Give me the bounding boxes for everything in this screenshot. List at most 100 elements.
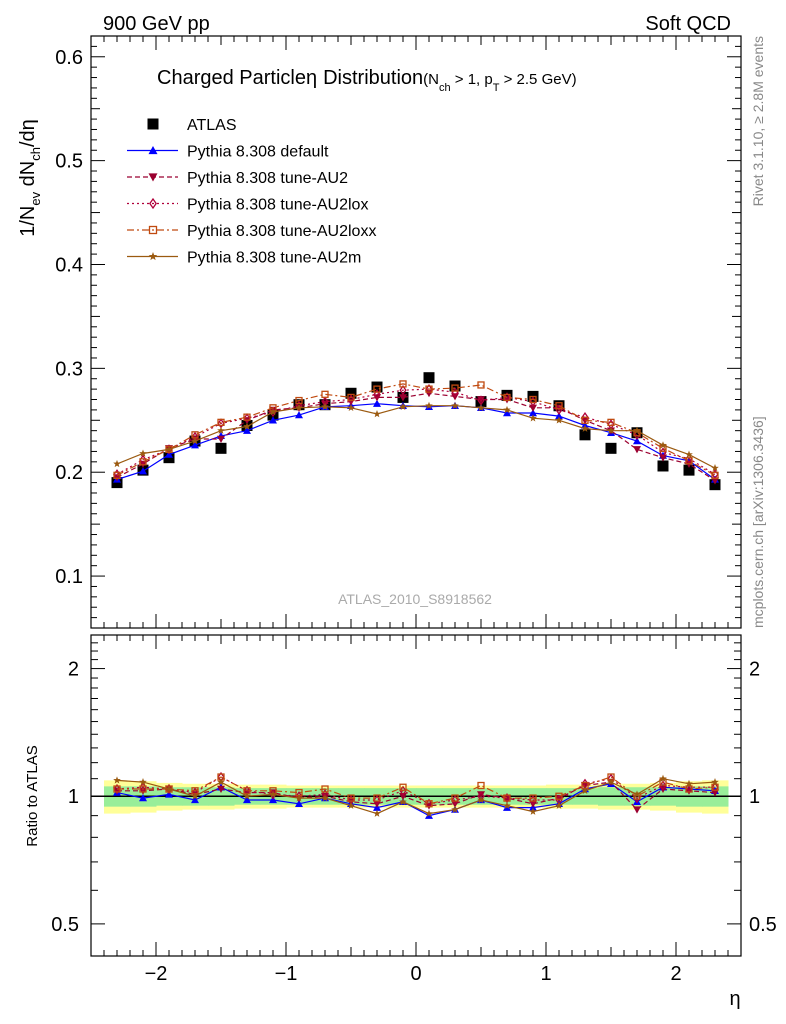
point-au2m bbox=[373, 410, 381, 418]
ratio-point-au2lox bbox=[659, 780, 667, 791]
point-au2m bbox=[139, 449, 147, 457]
point-au2 bbox=[633, 446, 641, 454]
point-au2loxx bbox=[685, 457, 693, 465]
ratio-point-default bbox=[139, 794, 147, 802]
ratio-point-au2m bbox=[399, 797, 407, 806]
point-au2m bbox=[425, 401, 433, 409]
point-au2m bbox=[607, 426, 615, 434]
legend-marker-au2lox bbox=[149, 197, 157, 210]
ratio-point-default bbox=[243, 795, 251, 804]
ratio-point-au2loxx bbox=[321, 785, 329, 793]
header-left: 900 GeV pp bbox=[103, 13, 210, 35]
chart-title: Charged Particleη Distribution(Nch > 1, p… bbox=[157, 67, 577, 94]
point-au2loxx bbox=[399, 380, 407, 388]
ratio-point-au2m bbox=[347, 801, 355, 809]
ratio-y-tick-label-left: 2 bbox=[68, 659, 79, 681]
point-au2m bbox=[347, 403, 355, 412]
legend-marker-au2loxx bbox=[148, 225, 158, 235]
point-au2m bbox=[633, 426, 641, 434]
y-tick-label: 0.6 bbox=[55, 47, 83, 69]
point-au2loxx bbox=[321, 390, 329, 398]
ratio-point-au2m bbox=[217, 778, 225, 786]
ratio-point-au2lox bbox=[711, 782, 719, 793]
point-au2loxx bbox=[425, 385, 433, 393]
point-au2m bbox=[529, 414, 537, 422]
ylabel-a-sub: ev bbox=[28, 191, 43, 205]
ratio-point-au2 bbox=[633, 806, 641, 814]
ratio-point-au2m bbox=[581, 786, 589, 795]
legend-item-au2m: Pythia 8.308 tune-AU2m bbox=[127, 250, 361, 267]
x-tick-label: −2 bbox=[145, 963, 168, 985]
legend-label-atlas: ATLAS bbox=[187, 117, 237, 134]
y-tick-label: 0.4 bbox=[55, 254, 83, 276]
line-au2m bbox=[116, 405, 716, 469]
ratio-point-au2m bbox=[321, 794, 329, 802]
ratio-y-tick-label-right: 0.5 bbox=[749, 914, 777, 936]
point-default bbox=[295, 411, 303, 419]
point-au2lox bbox=[399, 385, 407, 396]
ratio-point-au2m bbox=[113, 776, 121, 784]
ratio-point-au2loxx bbox=[139, 785, 147, 793]
point-default bbox=[139, 467, 147, 475]
point-au2lox bbox=[581, 412, 589, 423]
ratio-point-au2loxx bbox=[399, 783, 407, 791]
point-atlas bbox=[423, 372, 435, 384]
ratio-point-au2lox bbox=[451, 794, 459, 806]
point-default bbox=[529, 409, 537, 417]
point-atlas bbox=[579, 429, 591, 441]
ratio-point-default bbox=[295, 799, 303, 807]
ratio-point-au2 bbox=[555, 794, 563, 803]
point-atlas bbox=[657, 460, 669, 472]
ratio-y-axis-label: Ratio to ATLAS bbox=[24, 745, 41, 846]
header-right: Soft QCD bbox=[645, 13, 731, 35]
ratio-point-au2m bbox=[711, 778, 719, 786]
point-atlas bbox=[345, 387, 357, 399]
point-au2loxx bbox=[581, 416, 589, 424]
point-au2m bbox=[503, 405, 511, 414]
y-axis-label: 1/Nev dNch/dη bbox=[17, 119, 43, 237]
main-panel bbox=[111, 372, 721, 491]
ratio-point-au2m bbox=[503, 801, 511, 809]
point-au2lox bbox=[425, 383, 433, 395]
ratio-y-tick-label-left: 0.5 bbox=[51, 914, 79, 936]
title-cond: (N bbox=[423, 71, 439, 88]
title-cond-sub: ch bbox=[439, 82, 451, 94]
legend-item-atlas: ATLAS bbox=[147, 117, 237, 134]
legend-label-au2m: Pythia 8.308 tune-AU2m bbox=[187, 250, 361, 267]
point-au2 bbox=[659, 454, 667, 462]
line-au2lox bbox=[116, 388, 716, 475]
point-au2m bbox=[711, 464, 719, 472]
analysis-watermark: ATLAS_2010_S8918562 bbox=[338, 591, 492, 607]
ylabel-b: dN bbox=[17, 161, 39, 192]
ylabel-c: /dη bbox=[17, 119, 39, 147]
ratio-line-au2 bbox=[117, 781, 716, 811]
ratio-point-au2m bbox=[295, 794, 303, 802]
ratio-point-au2loxx bbox=[477, 781, 485, 790]
ratio-line-au2m bbox=[116, 778, 716, 815]
legend-label-au2lox: Pythia 8.308 tune-AU2lox bbox=[187, 197, 368, 214]
ratio-point-au2loxx bbox=[113, 785, 121, 793]
point-au2loxx bbox=[451, 384, 459, 392]
ratio-point-default bbox=[269, 795, 277, 804]
legend-item-default: Pythia 8.308 default bbox=[127, 144, 329, 161]
ratio-line-au2lox bbox=[116, 776, 715, 805]
point-au2loxx bbox=[139, 458, 147, 466]
ratio-point-au2loxx bbox=[347, 794, 355, 802]
ratio-panel bbox=[91, 771, 741, 819]
ylabel-b-sub: ch bbox=[28, 147, 43, 161]
point-au2m bbox=[191, 437, 199, 445]
point-atlas bbox=[683, 464, 695, 476]
point-au2loxx bbox=[373, 385, 381, 393]
point-au2m bbox=[165, 445, 173, 453]
point-au2loxx bbox=[477, 381, 485, 389]
ratio-point-au2 bbox=[477, 791, 485, 799]
point-au2lox bbox=[295, 400, 303, 411]
point-au2loxx bbox=[217, 418, 225, 427]
line-au2loxx bbox=[116, 383, 716, 476]
legend-item-au2: Pythia 8.308 tune-AU2 bbox=[127, 170, 348, 187]
ratio-point-au2lox bbox=[165, 783, 173, 795]
point-au2m bbox=[269, 407, 277, 416]
ratio-line-au2loxx bbox=[117, 776, 716, 805]
ratio-point-au2loxx bbox=[555, 792, 563, 800]
